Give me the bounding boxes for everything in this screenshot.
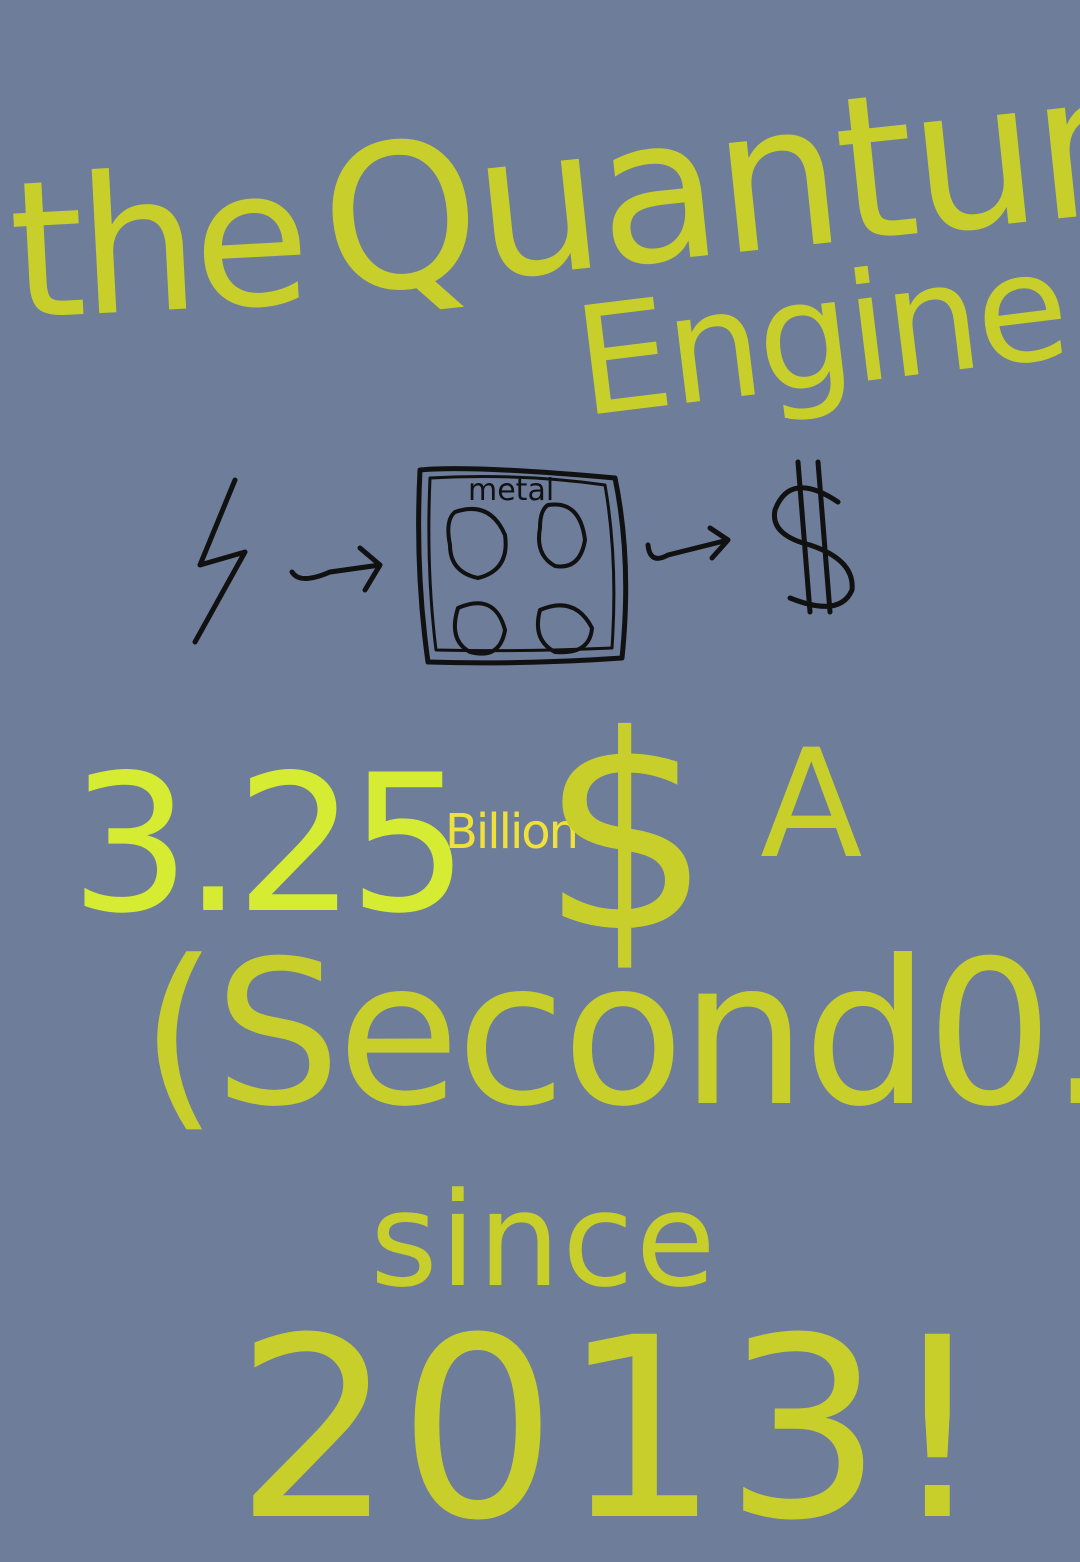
cell-bottom-right <box>538 605 592 652</box>
rate-amount: 3.25 <box>70 750 461 940</box>
since-year: 2013! <box>235 1305 991 1555</box>
box-label: metal <box>468 473 554 508</box>
input-arrow <box>292 548 380 590</box>
lightning-bolt-icon <box>195 480 245 642</box>
output-arrow <box>648 528 728 558</box>
cell-bottom-left <box>455 603 505 653</box>
dollar-sign-icon <box>774 462 852 612</box>
currency-letter: A <box>760 730 863 880</box>
cell-top-right <box>539 504 585 566</box>
cell-top-left <box>448 509 505 578</box>
rate-period: (Second0.1) <box>140 935 1080 1135</box>
